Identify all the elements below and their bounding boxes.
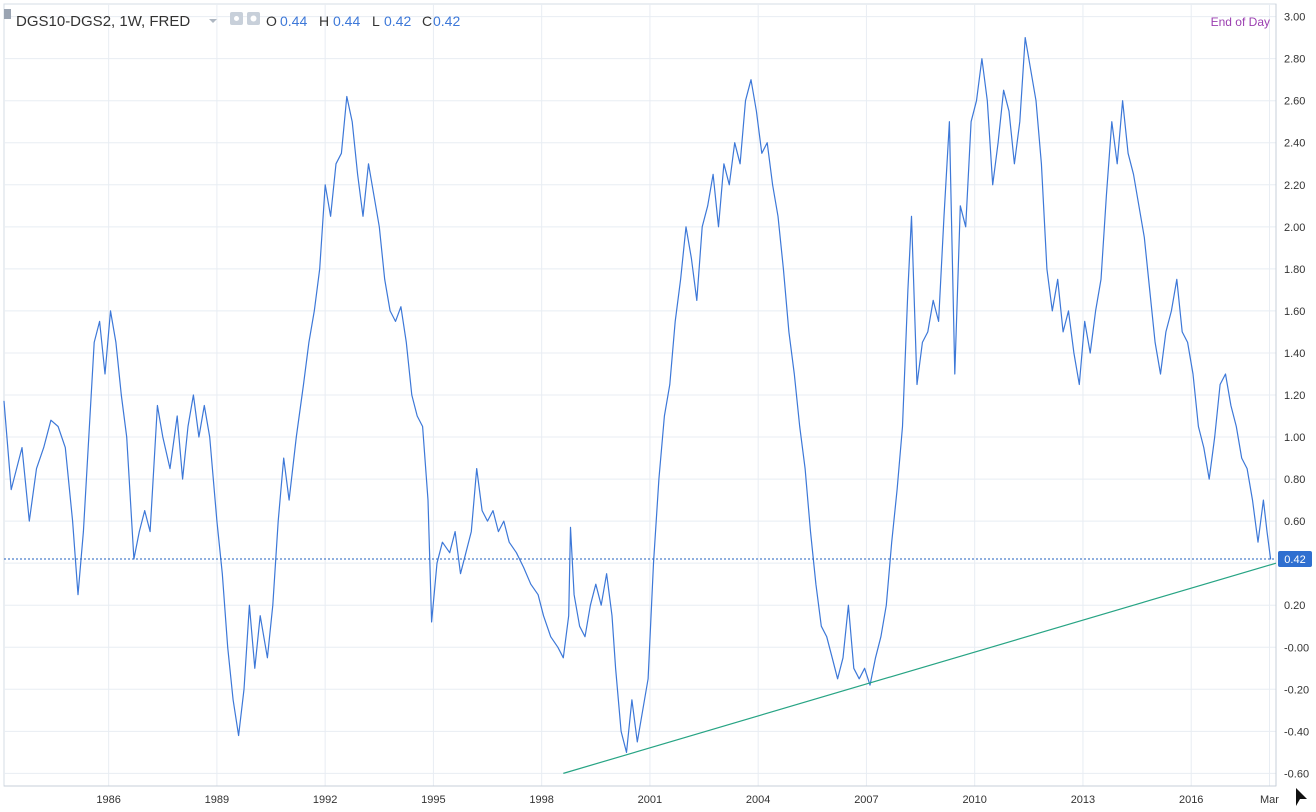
x-tick-label: 2010 (962, 794, 986, 806)
open-label: O (266, 13, 277, 29)
x-tick-label: 2007 (854, 794, 878, 806)
x-tick-label: 2004 (746, 794, 770, 806)
chevron-down-icon[interactable] (209, 19, 217, 23)
y-tick-label: 2.20 (1284, 180, 1305, 192)
chart-header: DGS10-DGS2, 1W, FRED O 0.44 H 0.44 L 0.4… (4, 9, 1270, 30)
x-tick-label: 1998 (529, 794, 553, 806)
open-value: 0.44 (280, 13, 307, 29)
x-tick-label: 2013 (1071, 794, 1095, 806)
x-tick-label: Mar (1260, 794, 1279, 806)
x-tick-label: 2016 (1179, 794, 1203, 806)
y-tick-label: 1.00 (1284, 432, 1305, 444)
close-label: C (422, 13, 432, 29)
y-tick-label: 0.60 (1284, 516, 1305, 528)
last-price-badge (1278, 550, 1312, 567)
low-label: L (372, 13, 380, 29)
y-tick-label: 2.60 (1284, 96, 1305, 108)
y-tick-label: -0.40 (1284, 726, 1309, 738)
x-tick-label: 1995 (421, 794, 445, 806)
close-value: 0.42 (433, 13, 460, 29)
y-tick-label: 0.80 (1284, 474, 1305, 486)
symbol-label[interactable]: DGS10-DGS2, 1W, FRED (16, 13, 190, 30)
y-tick-label: 1.60 (1284, 306, 1305, 318)
y-tick-label: 2.40 (1284, 138, 1305, 150)
y-tick-label: 2.80 (1284, 54, 1305, 66)
series-line (3, 37, 1272, 753)
axis-layer: 3.00 2.80 2.60 2.40 2.20 2.00 1.80 1.60 1.40 1.20… (4, 4, 1309, 806)
cursor-icon (1296, 788, 1307, 806)
collapse-icon[interactable] (4, 9, 11, 19)
x-tick-label: 2001 (638, 794, 662, 806)
high-value: 0.44 (333, 13, 360, 29)
y-tick-label: 1.80 (1284, 264, 1305, 276)
series-layer (3, 37, 1272, 753)
y-tick-label: 1.40 (1284, 348, 1305, 360)
y-tick-label: -0.60 (1284, 768, 1309, 780)
x-tick-label: 1986 (96, 794, 120, 806)
y-tick-label: 3.00 (1284, 12, 1305, 24)
annotation-layer: 0.42 (4, 550, 1312, 774)
gear-icon-core (250, 15, 257, 22)
grid-layer (3, 3, 1277, 787)
y-tick-label: -0.00 (1284, 642, 1309, 654)
low-value: 0.42 (384, 13, 411, 29)
y-tick-label: 0.20 (1284, 600, 1305, 612)
trendline (563, 562, 1277, 774)
x-tick-label: 1989 (205, 794, 229, 806)
y-tick-label: 1.20 (1284, 390, 1305, 402)
eye-icon-pupil (234, 16, 239, 21)
session-label: End of Day (1211, 15, 1270, 29)
y-tick-label: -0.20 (1284, 684, 1309, 696)
y-tick-label: 2.00 (1284, 222, 1305, 234)
last-price-label: 0.42 (1284, 554, 1305, 566)
high-label: H (319, 13, 329, 29)
x-tick-label: 1992 (313, 794, 337, 806)
